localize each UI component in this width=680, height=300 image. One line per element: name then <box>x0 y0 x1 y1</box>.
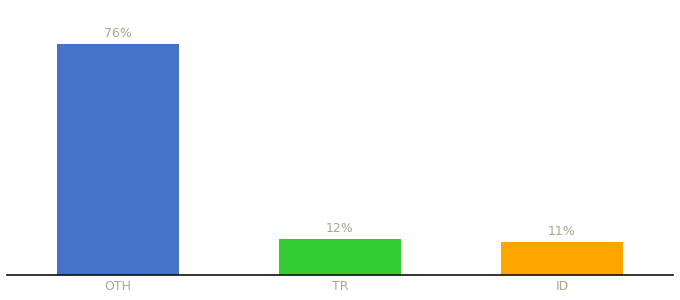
Bar <box>279 238 401 275</box>
Bar <box>501 242 623 275</box>
Text: 76%: 76% <box>104 27 132 40</box>
Text: 11%: 11% <box>548 225 576 238</box>
Text: 12%: 12% <box>326 222 354 235</box>
Bar <box>57 44 179 275</box>
